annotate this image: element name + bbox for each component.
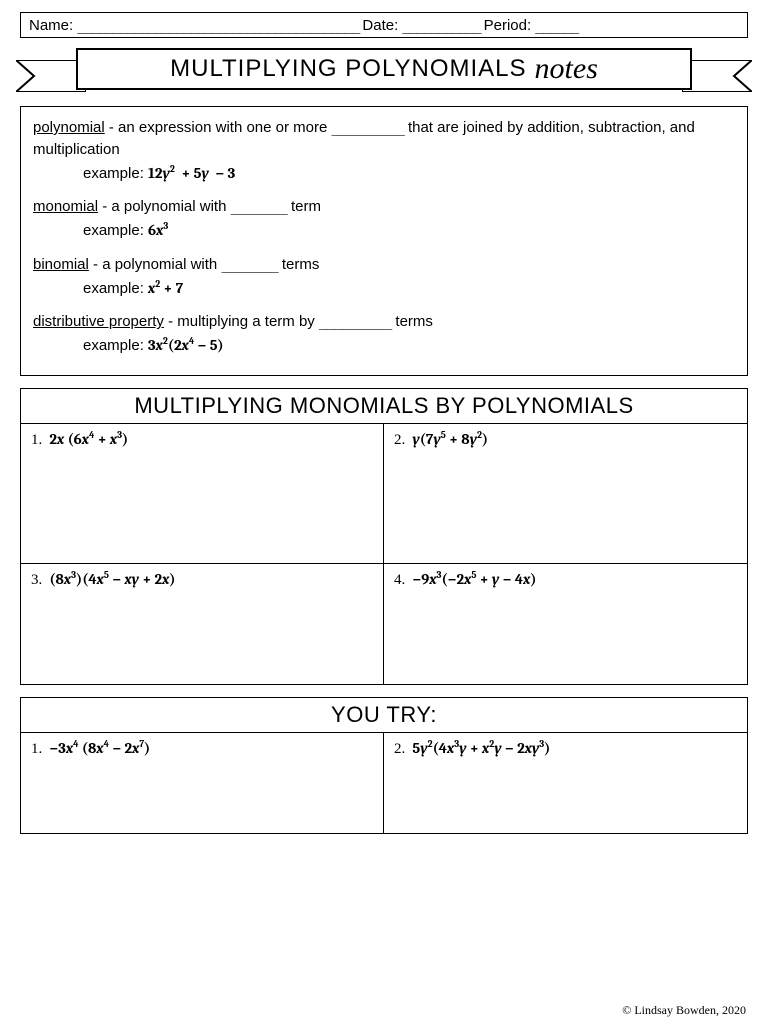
def-monomial: monomial - a polynomial with _______ ter…: [33, 196, 735, 218]
bino-example: example: x2 + 7: [33, 276, 735, 312]
bino-math: x2 + 7: [148, 279, 183, 297]
problem-grid-1: 1. 2x (6x4 + x3) 2. y(7y5 + 8y2) 3. (8x3…: [21, 424, 747, 684]
banner-box: MULTIPLYING POLYNOMIALS notes: [76, 48, 692, 90]
example-label: example:: [83, 337, 148, 354]
bino-blank[interactable]: _______: [221, 255, 277, 273]
bino-text2: terms: [278, 256, 320, 273]
mono-text1: - a polynomial with: [98, 198, 231, 215]
p1-math: 2x (6x4 + x3): [49, 430, 128, 448]
name-label: Name:: [29, 17, 73, 34]
dist-text1: - multiplying a term by: [164, 313, 319, 330]
bino-text1: - a polynomial with: [89, 256, 222, 273]
p3-num: 3.: [31, 572, 42, 588]
dist-blank[interactable]: _________: [319, 312, 391, 330]
youtry-1[interactable]: 1. −3x4 (8x4 − 2x7): [21, 733, 384, 833]
def-distributive: distributive property - multiplying a te…: [33, 311, 735, 333]
date-blank[interactable]: ___________: [402, 16, 479, 34]
mono-example: example: 6x3: [33, 218, 735, 254]
p2-num: 2.: [394, 432, 405, 448]
mono-text2: term: [287, 198, 321, 215]
dist-example: example: 3x2(2x4 − 5): [33, 333, 735, 361]
date-label: Date:: [362, 17, 398, 34]
p1-num: 1.: [31, 432, 42, 448]
def-binomial: binomial - a polynomial with _______ ter…: [33, 254, 735, 276]
yt1-math: −3x4 (8x4 − 2x7): [49, 739, 150, 757]
banner-notes: notes: [535, 52, 598, 86]
poly-example: example: 12y2 + 5y − 3: [33, 161, 735, 197]
yt1-num: 1.: [31, 741, 42, 757]
period-label: Period:: [484, 17, 532, 34]
copyright: © Lindsay Bowden, 2020: [622, 1003, 746, 1018]
name-blank[interactable]: ________________________________________: [77, 16, 358, 34]
p4-math: −9x3(−2x5 + y − 4x): [412, 570, 536, 588]
example-label: example:: [83, 165, 148, 182]
problem-grid-2: 1. −3x4 (8x4 − 2x7) 2. 5y2(4x3y + x2y − …: [21, 733, 747, 833]
section-you-try: YOU TRY: 1. −3x4 (8x4 − 2x7) 2. 5y2(4x3y…: [20, 697, 748, 834]
title-banner: MULTIPLYING POLYNOMIALS notes: [20, 44, 748, 96]
section2-title: YOU TRY:: [21, 698, 747, 733]
ribbon-right-icon: [682, 60, 752, 92]
mono-blank[interactable]: _______: [231, 197, 287, 215]
yt2-math: 5y2(4x3y + x2y − 2xy3): [412, 739, 550, 757]
dist-text2: terms: [391, 313, 433, 330]
banner-title: MULTIPLYING POLYNOMIALS: [170, 55, 526, 83]
p3-math: (8x3)(4x5 − xy + 2x): [49, 570, 175, 588]
problem-3[interactable]: 3. (8x3)(4x5 − xy + 2x): [21, 564, 384, 684]
poly-math: 12y2 + 5y − 3: [148, 164, 235, 182]
poly-text1: - an expression with one or more: [105, 119, 332, 136]
dist-term: distributive property: [33, 313, 164, 330]
example-label: example:: [83, 280, 148, 297]
bino-term: binomial: [33, 256, 89, 273]
worksheet-header: Name: __________________________________…: [20, 12, 748, 38]
definitions-box: polynomial - an expression with one or m…: [20, 106, 748, 376]
def-polynomial: polynomial - an expression with one or m…: [33, 117, 735, 161]
youtry-2[interactable]: 2. 5y2(4x3y + x2y − 2xy3): [384, 733, 747, 833]
problem-2[interactable]: 2. y(7y5 + 8y2): [384, 424, 747, 564]
mono-math: 6x3: [148, 221, 168, 239]
poly-term: polynomial: [33, 119, 105, 136]
dist-math: 3x2(2x4 − 5): [148, 336, 224, 354]
section-monomials: MULTIPLYING MONOMIALS BY POLYNOMIALS 1. …: [20, 388, 748, 685]
section1-title: MULTIPLYING MONOMIALS BY POLYNOMIALS: [21, 389, 747, 424]
p2-math: y(7y5 + 8y2): [412, 430, 488, 448]
example-label: example:: [83, 222, 148, 239]
poly-blank[interactable]: _________: [332, 118, 404, 136]
yt2-num: 2.: [394, 741, 405, 757]
problem-4[interactable]: 4. −9x3(−2x5 + y − 4x): [384, 564, 747, 684]
period-blank[interactable]: ______: [535, 16, 577, 34]
mono-term: monomial: [33, 198, 98, 215]
p4-num: 4.: [394, 572, 405, 588]
problem-1[interactable]: 1. 2x (6x4 + x3): [21, 424, 384, 564]
